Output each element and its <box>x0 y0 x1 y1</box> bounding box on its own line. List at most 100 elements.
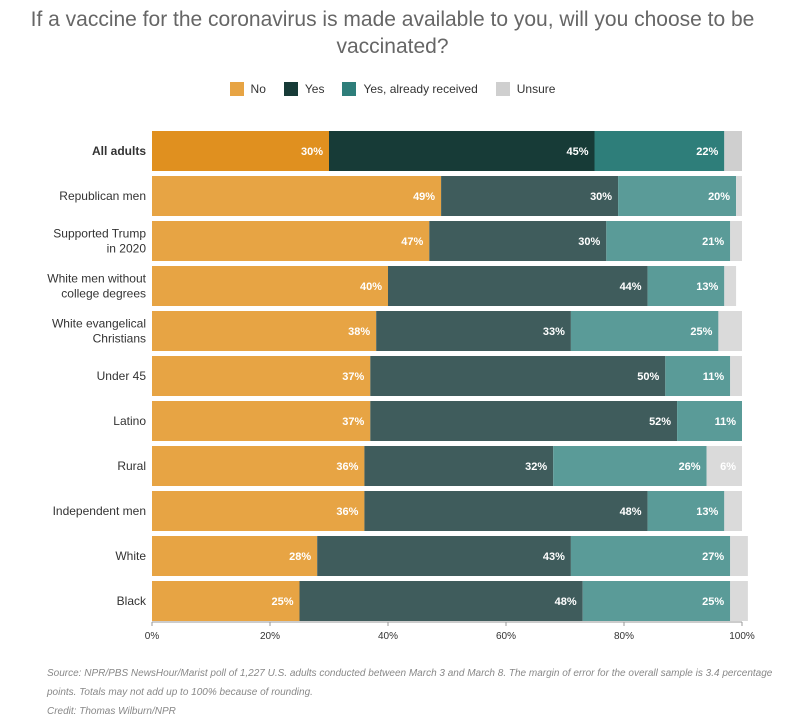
data-label-supported-trump-in-2020-yes: 30% <box>578 236 600 248</box>
data-label-white-men-without-college-degrees-yes-already-received: 13% <box>696 281 718 293</box>
data-label-rural-yes-already-received: 26% <box>679 461 701 473</box>
bar-black-no <box>152 581 300 621</box>
category-label-independent-men: Independent men <box>53 504 146 518</box>
x-tick-label-4: 80% <box>614 631 634 642</box>
data-label-supported-trump-in-2020-yes-already-received: 21% <box>702 236 724 248</box>
bar-all-adults-unsure <box>724 131 742 171</box>
legend-item-already-received: Yes, already received <box>342 82 478 96</box>
bar-under-45-no <box>152 356 371 396</box>
bar-white-evangelical-christians-yes-already-received <box>570 311 719 351</box>
category-label-latino: Latino <box>113 414 146 428</box>
bar-white-yes <box>317 536 571 576</box>
legend-swatch-yes <box>283 82 298 96</box>
stacked-bar-chart: 30% 45% 22% All adults 49% 30% 20% Republican m… <box>47 131 755 642</box>
category-label-white: White <box>115 549 146 563</box>
data-label-black-no: 25% <box>271 596 293 608</box>
category-label-black: Black <box>117 594 147 608</box>
bar-under-45-yes <box>370 356 666 396</box>
data-label-latino-no: 37% <box>342 416 364 428</box>
data-label-black-yes-already-received: 25% <box>702 596 724 608</box>
bar-white-yes-already-received <box>570 536 731 576</box>
legend-label-yes: Yes <box>304 82 325 96</box>
data-label-white-men-without-college-degrees-no: 40% <box>360 281 382 293</box>
bar-under-45-yes-already-received <box>665 356 731 396</box>
legend-label-no: No <box>250 82 266 96</box>
chart-title: If a vaccine for the coronavirus is made… <box>30 8 755 58</box>
bar-supported-trump-in-2020-yes-already-received <box>606 221 731 261</box>
data-label-white-men-without-college-degrees-yes: 44% <box>620 281 642 293</box>
data-label-white-no: 28% <box>289 551 311 563</box>
bar-all-adults-no <box>152 131 329 171</box>
data-label-white-evangelical-christians-no: 38% <box>348 326 370 338</box>
bar-rural-no <box>152 446 365 486</box>
legend-item-no: No <box>229 82 266 96</box>
chart-footer: Source: NPR/PBS NewsHour/Marist poll of … <box>47 664 777 721</box>
bar-white-evangelical-christians-yes <box>376 311 571 351</box>
data-label-supported-trump-in-2020-no: 47% <box>401 236 423 248</box>
bar-all-adults-yes <box>329 131 595 171</box>
legend-label-already-received: Yes, already received <box>363 82 478 96</box>
bar-under-45-unsure <box>730 356 742 396</box>
bar-black-yes <box>299 581 583 621</box>
data-label-all-adults-yes: 45% <box>566 146 588 158</box>
bar-republican-men-yes-already-received <box>618 176 737 216</box>
bar-rural-yes-already-received <box>553 446 707 486</box>
data-label-republican-men-yes: 30% <box>590 191 612 203</box>
data-label-all-adults-yes-already-received: 22% <box>696 146 718 158</box>
legend-swatch-unsure <box>495 82 510 96</box>
data-label-latino-yes: 52% <box>649 416 671 428</box>
bar-supported-trump-in-2020-no <box>152 221 430 261</box>
bar-rural-yes <box>364 446 554 486</box>
legend-item-unsure: Unsure <box>495 82 556 96</box>
data-label-white-evangelical-christians-yes: 33% <box>543 326 565 338</box>
bar-independent-men-no <box>152 491 365 531</box>
bar-white-unsure <box>730 536 748 576</box>
data-label-under-45-yes: 50% <box>637 371 659 383</box>
bar-white-men-without-college-degrees-no <box>152 266 388 306</box>
bar-supported-trump-in-2020-unsure <box>730 221 742 261</box>
bar-white-men-without-college-degrees-unsure <box>724 266 737 306</box>
x-tick-label-0: 0% <box>145 631 160 642</box>
bar-white-men-without-college-degrees-yes <box>388 266 648 306</box>
legend-swatch-no <box>229 82 244 96</box>
category-label-rural: Rural <box>117 459 146 473</box>
category-label-under-45: Under 45 <box>97 369 147 383</box>
credit-note: Credit: Thomas Wilburn/NPR <box>47 706 176 717</box>
data-label-white-evangelical-christians-yes-already-received: 25% <box>690 326 712 338</box>
data-label-rural-no: 36% <box>336 461 358 473</box>
bar-latino-yes <box>370 401 678 441</box>
data-label-under-45-yes-already-received: 11% <box>703 371 725 383</box>
data-label-black-yes: 48% <box>555 596 577 608</box>
bar-latino-no <box>152 401 371 441</box>
data-label-independent-men-yes: 48% <box>620 506 642 518</box>
data-label-rural-unsure: 6% <box>720 461 736 473</box>
x-tick-label-2: 40% <box>378 631 398 642</box>
bar-all-adults-yes-already-received <box>594 131 725 171</box>
x-tick-label-3: 60% <box>496 631 516 642</box>
data-label-all-adults-no: 30% <box>301 146 323 158</box>
bar-white-evangelical-christians-no <box>152 311 377 351</box>
data-label-independent-men-yes-already-received: 13% <box>696 506 718 518</box>
legend-swatch-already-received <box>342 82 357 96</box>
category-label-white-men-without-college-degrees: White men without college degrees <box>47 272 146 301</box>
legend-item-yes: Yes <box>283 82 325 96</box>
data-label-republican-men-yes-already-received: 20% <box>708 191 730 203</box>
source-note: Source: NPR/PBS NewsHour/Marist poll of … <box>47 668 773 698</box>
category-label-supported-trump-in-2020: Supported Trump in 2020 <box>53 227 146 256</box>
category-label-republican-men: Republican men <box>59 189 146 203</box>
data-label-rural-yes: 32% <box>525 461 547 473</box>
data-label-under-45-no: 37% <box>342 371 364 383</box>
bar-republican-men-no <box>152 176 442 216</box>
bar-black-unsure <box>730 581 748 621</box>
data-label-latino-yes-already-received: 11% <box>715 416 737 428</box>
legend: No Yes Yes, already received Unsure <box>0 82 785 96</box>
category-label-all-adults: All adults <box>92 144 146 158</box>
data-label-white-yes: 43% <box>543 551 565 563</box>
category-label-white-evangelical-christians: White evangelical Christians <box>52 317 146 346</box>
legend-label-unsure: Unsure <box>516 82 556 96</box>
data-label-republican-men-no: 49% <box>413 191 435 203</box>
data-label-white-yes-already-received: 27% <box>702 551 724 563</box>
x-tick-label-5: 100% <box>729 631 755 642</box>
bar-independent-men-yes <box>364 491 648 531</box>
bar-republican-men-yes <box>441 176 619 216</box>
